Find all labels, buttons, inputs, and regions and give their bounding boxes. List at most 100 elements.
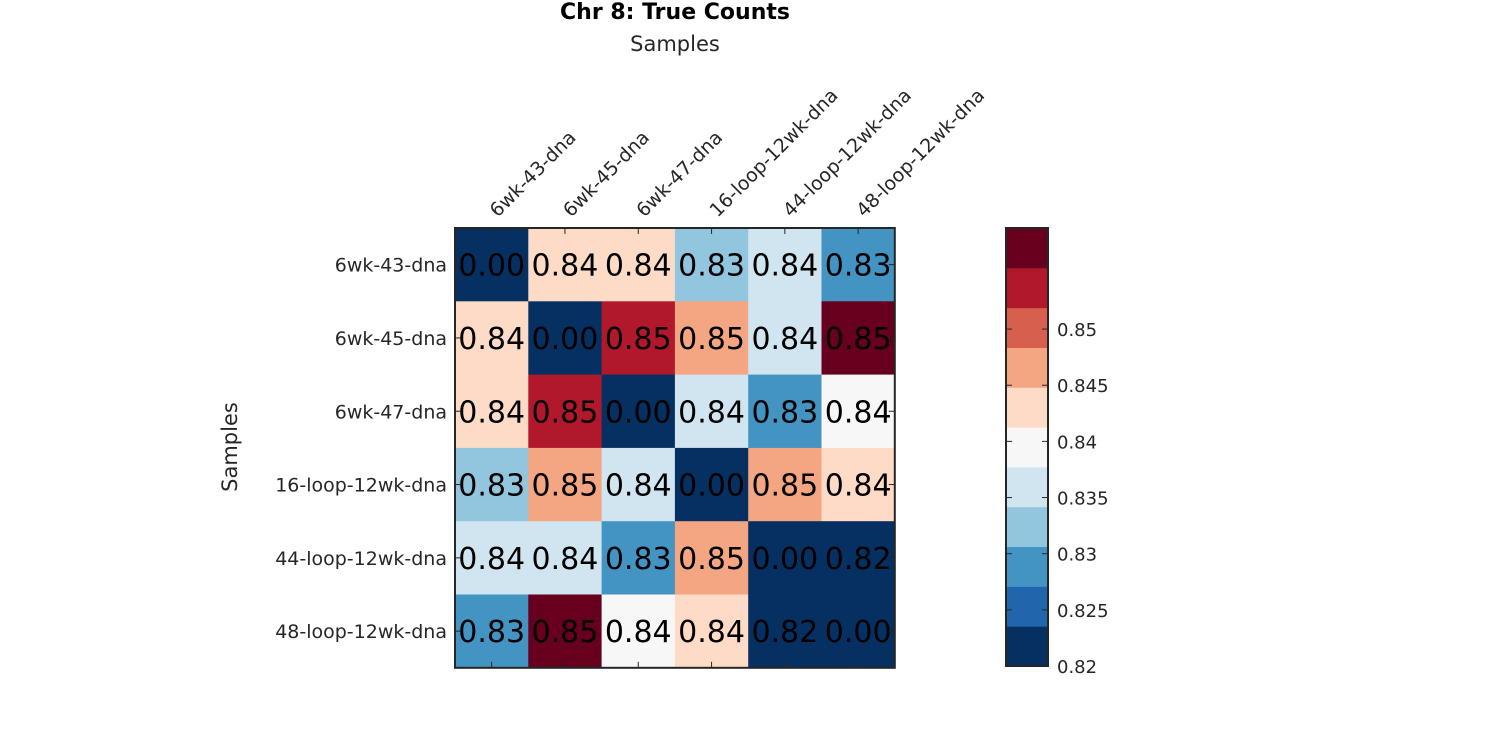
cell-value-label: 0.83 bbox=[605, 542, 672, 577]
colorbar-tick-label: 0.82 bbox=[1057, 657, 1097, 678]
cell-value-label: 0.84 bbox=[458, 542, 525, 577]
cell-value-label: 0.00 bbox=[678, 469, 745, 504]
x-tick-label: 16-loop-12wk-dna bbox=[706, 84, 843, 221]
cell-value-label: 0.85 bbox=[532, 615, 599, 650]
colorbar-frame bbox=[1005, 227, 1049, 667]
heatmap-cell bbox=[601, 374, 676, 449]
colorbar-segment bbox=[1006, 506, 1048, 548]
cell-value-label: 0.84 bbox=[532, 249, 599, 284]
cell-value-label: 0.84 bbox=[825, 395, 892, 430]
colorbar-tick-label: 0.845 bbox=[1057, 376, 1109, 397]
heatmap-cell bbox=[455, 521, 529, 595]
heatmap-cell bbox=[528, 521, 603, 595]
y-tick-label: 48-loop-12wk-dna bbox=[275, 621, 447, 643]
heatmap-cell bbox=[821, 521, 896, 595]
heatmap-cell bbox=[748, 594, 822, 669]
cell-value-label: 0.84 bbox=[605, 469, 672, 504]
heatmap-cell bbox=[674, 521, 749, 595]
cell-value-label: 0.85 bbox=[751, 469, 818, 504]
cell-value-label: 0.83 bbox=[678, 249, 745, 284]
cell-value-label: 0.84 bbox=[458, 395, 525, 430]
cell-value-label: 0.85 bbox=[532, 469, 599, 504]
cell-value-label: 0.00 bbox=[532, 322, 599, 357]
colorbar-tick-label: 0.83 bbox=[1057, 545, 1097, 566]
x-axis-label: Samples bbox=[630, 32, 720, 56]
heatmap-cell bbox=[748, 301, 822, 376]
cell-value-label: 0.82 bbox=[751, 615, 818, 650]
heatmap-cell bbox=[528, 447, 603, 522]
cell-value-label: 0.83 bbox=[458, 469, 525, 504]
colorbar-tick-label: 0.84 bbox=[1057, 432, 1097, 453]
colorbar-tick-label: 0.85 bbox=[1057, 320, 1097, 341]
cell-value-label: 0.84 bbox=[532, 542, 599, 577]
cell-value-label: 0.83 bbox=[458, 615, 525, 650]
heatmap-cell bbox=[528, 301, 603, 376]
cell-value-label: 0.84 bbox=[605, 249, 672, 284]
y-tick-label: 16-loop-12wk-dna bbox=[275, 475, 447, 497]
cell-value-label: 0.84 bbox=[751, 322, 818, 357]
colorbar-segment bbox=[1006, 347, 1048, 388]
heatmap-cell bbox=[455, 594, 529, 669]
heatmap-cell bbox=[748, 447, 822, 522]
colorbar-segment bbox=[1006, 586, 1048, 627]
x-tick-label: 48-loop-12wk-dna bbox=[852, 84, 989, 221]
heatmap-cell bbox=[821, 301, 896, 376]
heatmap-cell bbox=[601, 301, 676, 376]
cell-value-label: 0.00 bbox=[458, 249, 525, 284]
cell-value-label: 0.83 bbox=[751, 395, 818, 430]
cell-value-label: 0.85 bbox=[678, 322, 745, 357]
y-tick-label: 6wk-45-dna bbox=[335, 328, 447, 350]
cell-value-label: 0.00 bbox=[605, 395, 672, 430]
heatmap-cell bbox=[821, 374, 896, 449]
chart-title: Chr 8: True Counts bbox=[560, 0, 790, 25]
cell-value-label: 0.82 bbox=[825, 542, 892, 577]
colorbar-segment bbox=[1006, 546, 1048, 587]
cell-value-label: 0.00 bbox=[751, 542, 818, 577]
colorbar-segment bbox=[1006, 466, 1048, 508]
x-tick-label: 44-loop-12wk-dna bbox=[779, 84, 916, 221]
heatmap-cell bbox=[748, 228, 822, 302]
heatmap-cell bbox=[601, 228, 676, 302]
heatmap-frame bbox=[454, 227, 896, 669]
heatmap-cell bbox=[674, 301, 749, 376]
cell-value-label: 0.85 bbox=[825, 322, 892, 357]
heatmap-cell bbox=[601, 447, 676, 522]
cell-value-label: 0.84 bbox=[678, 395, 745, 430]
heatmap-cell bbox=[455, 447, 529, 522]
cell-value-label: 0.84 bbox=[751, 249, 818, 284]
heatmap-cell bbox=[674, 374, 749, 449]
cell-value-label: 0.83 bbox=[825, 249, 892, 284]
heatmap-cell bbox=[821, 447, 896, 522]
colorbar-segment bbox=[1006, 387, 1048, 428]
heatmap-cell bbox=[748, 521, 822, 595]
heatmap-cell bbox=[601, 521, 676, 595]
colorbar-segment bbox=[1006, 626, 1048, 667]
colorbar-tick-label: 0.825 bbox=[1057, 601, 1109, 622]
heatmap-cell bbox=[674, 228, 749, 302]
heatmap-cell bbox=[601, 594, 676, 669]
y-tick-label: 6wk-47-dna bbox=[335, 401, 447, 423]
heatmap-cell bbox=[528, 374, 603, 449]
heatmap-cell bbox=[528, 228, 603, 302]
cell-value-label: 0.84 bbox=[605, 615, 672, 650]
heatmap-cell bbox=[674, 447, 749, 522]
heatmap-cell bbox=[528, 594, 603, 669]
cell-value-label: 0.85 bbox=[605, 322, 672, 357]
cell-value-label: 0.00 bbox=[825, 615, 892, 650]
cell-value-label: 0.84 bbox=[458, 322, 525, 357]
colorbar-segment bbox=[1006, 427, 1048, 468]
cell-value-label: 0.85 bbox=[532, 395, 599, 430]
heatmap-cell bbox=[748, 374, 822, 449]
heatmap-cell bbox=[674, 594, 749, 669]
y-tick-label: 44-loop-12wk-dna bbox=[275, 548, 447, 570]
cell-value-label: 0.84 bbox=[678, 615, 745, 650]
heatmap-cell bbox=[455, 228, 529, 302]
heatmap-cell bbox=[455, 374, 529, 449]
colorbar-segment bbox=[1006, 267, 1048, 309]
colorbar-segment bbox=[1006, 228, 1048, 269]
heatmap-cell bbox=[455, 301, 529, 376]
heatmap-cell bbox=[821, 594, 896, 669]
heatmap-cell bbox=[821, 228, 896, 302]
